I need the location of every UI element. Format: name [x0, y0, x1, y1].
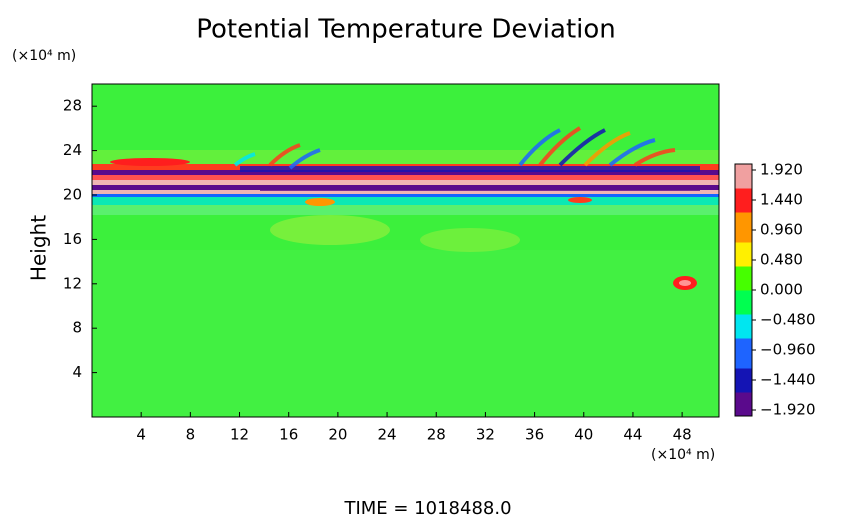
x-tick-label: 48	[673, 426, 692, 444]
y-tick-label: 12	[63, 274, 82, 292]
colorbar-cell	[735, 404, 752, 411]
y-tick-label: 8	[72, 319, 82, 337]
colorbar-cell	[735, 374, 752, 381]
x-tick-label: 32	[476, 426, 495, 444]
colorbar-cell	[735, 356, 752, 363]
colorbar-cell	[735, 362, 752, 369]
y-unit: (×10⁴ m)	[12, 48, 76, 64]
colorbar-cell	[735, 278, 752, 285]
colorbar-cell	[735, 266, 752, 273]
colorbar-cell	[735, 332, 752, 339]
colorbar-cell	[735, 290, 752, 297]
x-tick-label: 16	[279, 426, 298, 444]
colorbar-cell	[735, 176, 752, 183]
y-tick-label: 28	[63, 97, 82, 115]
colorbar-tick-label: 0.960	[760, 221, 803, 239]
x-tick-label: 24	[378, 426, 397, 444]
x-unit: (×10⁴ m)	[651, 447, 715, 463]
colorbar-cell	[735, 302, 752, 309]
x-tick-label: 4	[136, 426, 146, 444]
colorbar-cell	[735, 380, 752, 387]
colorbar-cell	[735, 194, 752, 201]
colorbar-cell	[735, 338, 752, 345]
colorbar-cell	[735, 254, 752, 261]
y-tick-label: 16	[63, 230, 82, 248]
colorbar-cell	[735, 206, 752, 213]
colorbar-cell	[735, 344, 752, 351]
colorbar-tick-label: 0.480	[760, 251, 803, 269]
colorbar-cell	[735, 218, 752, 225]
colorbar-cell	[735, 350, 752, 357]
colorbar-cell	[735, 308, 752, 315]
colorbar-cell	[735, 392, 752, 399]
colorbar-cell	[735, 212, 752, 219]
colorbar-cell	[735, 368, 752, 375]
x-tick-label: 8	[186, 426, 196, 444]
colorbar-cell	[735, 320, 752, 327]
colorbar-cell	[735, 164, 752, 171]
colorbar-cell	[735, 248, 752, 255]
colorbar-cell	[735, 242, 752, 249]
colorbar-tick-label: 1.440	[760, 191, 803, 209]
colorbar-cell	[735, 224, 752, 231]
x-tick-label: 20	[328, 426, 347, 444]
colorbar-tick-label: 0.000	[760, 281, 803, 299]
colorbar-cell	[735, 326, 752, 333]
colorbar-tick-label: −1.440	[760, 371, 816, 389]
colorbar-cell	[735, 386, 752, 393]
colorbar-cell	[735, 272, 752, 279]
colorbar-cell	[735, 398, 752, 405]
plot-frame	[91, 83, 720, 418]
colorbar-cell	[735, 236, 752, 243]
colorbar-cell	[735, 410, 752, 417]
chart-title: Potential Temperature Deviation	[196, 15, 616, 45]
colorbar-cell	[735, 284, 752, 291]
colorbar-cell	[735, 188, 752, 195]
colorbar-cell	[735, 170, 752, 177]
y-axis-label: Height	[27, 215, 51, 281]
colorbar-cell	[735, 230, 752, 237]
y-tick-label: 4	[72, 363, 82, 381]
colorbar-cell	[735, 182, 752, 189]
x-tick-label: 28	[427, 426, 446, 444]
colorbar-cell	[735, 296, 752, 303]
field	[92, 84, 719, 417]
x-tick-label: 40	[574, 426, 593, 444]
x-tick-label: 44	[623, 426, 642, 444]
x-tick-label: 12	[230, 426, 249, 444]
colorbar-tick-label: 1.920	[760, 161, 803, 179]
x-tick-label: 36	[525, 426, 544, 444]
colorbar-cell	[735, 260, 752, 267]
y-tick-label: 24	[63, 141, 82, 159]
colorbar-cell	[735, 314, 752, 321]
y-tick-label: 20	[63, 186, 82, 204]
colorbar-cell	[735, 200, 752, 207]
footer-time: TIME = 1018488.0	[343, 498, 511, 519]
colorbar-tick-label: −1.920	[760, 401, 816, 419]
colorbar-tick-label: −0.960	[760, 341, 816, 359]
colorbar-tick-label: −0.480	[760, 311, 816, 329]
